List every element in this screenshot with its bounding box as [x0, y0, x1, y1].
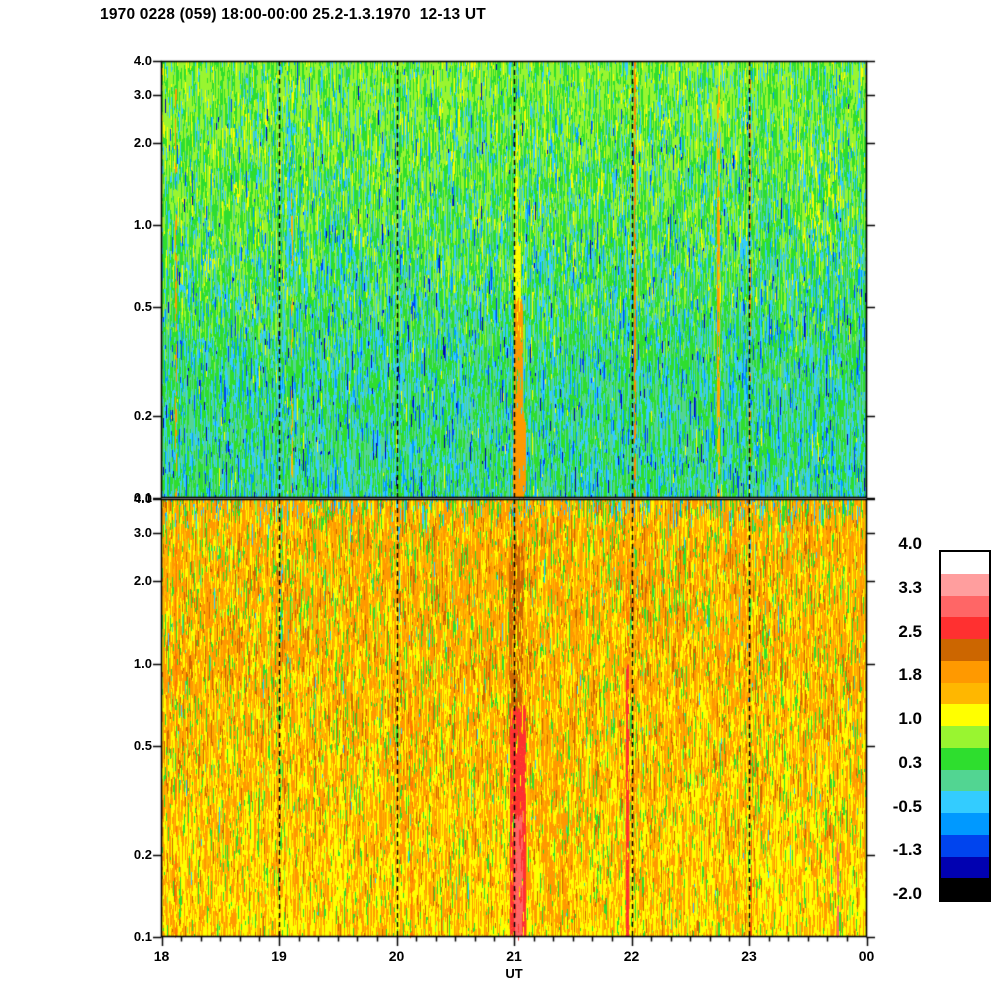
x-tick-label: 20: [388, 948, 405, 964]
y-tick-label-top: 0.1: [133, 490, 152, 505]
colorbar-segment: [941, 726, 989, 748]
colorbar-segment: [941, 791, 989, 813]
y-tick-label-top: 0.5: [133, 299, 152, 315]
colorbar-segment: [941, 552, 989, 574]
colorbar-segment: [941, 834, 989, 857]
colorbar-tick-label: -1.3: [892, 840, 922, 860]
colorbar-tick-label: 2.5: [898, 621, 922, 641]
x-tick-label: 21: [506, 948, 522, 964]
x-tick-label: 23: [741, 948, 757, 964]
y-tick-label-top: 1.0: [133, 217, 152, 233]
colorbar-tick-label: 3.3: [898, 577, 922, 597]
y-tick-label-bottom: 0.1: [133, 929, 152, 944]
colorbar-tick-label: 1.0: [898, 709, 922, 728]
y-tick-label-top: 0.2: [133, 407, 152, 423]
x-tick-label: 00: [858, 948, 875, 964]
colorbar-segment: [941, 813, 989, 835]
colorbar-tick-label: 0.3: [898, 752, 922, 772]
y-tick-label-top: 2.0: [133, 135, 152, 151]
colorbar-tick-label: -0.5: [892, 796, 922, 816]
colorbar-segment: [941, 682, 989, 705]
colorbar-segment: [941, 878, 989, 900]
colorbar-tick-label: -2.0: [892, 884, 922, 903]
y-tick-label-bottom: 1.0: [133, 655, 152, 671]
colorbar-segment: [941, 595, 989, 618]
x-tick-label: 19: [271, 948, 287, 964]
y-tick-label-bottom: 2.0: [133, 573, 152, 589]
y-tick-label-bottom: 0.5: [133, 737, 152, 753]
y-tick-label-top: 3.0: [133, 87, 152, 103]
colorbar-segment: [941, 573, 989, 596]
colorbar-segment: [941, 660, 989, 683]
x-tick-label: 22: [623, 948, 640, 964]
colorbar-segment: [941, 769, 989, 792]
colorbar: [939, 550, 991, 902]
x-tick-label: 18: [153, 948, 170, 964]
y-tick-label-bottom: 4.0: [133, 491, 152, 506]
colorbar-segment: [941, 856, 989, 879]
colorbar-segment: [941, 747, 989, 770]
x-axis-title: UT: [505, 966, 523, 981]
colorbar-segment: [941, 639, 989, 661]
colorbar-tick-label: 4.0: [898, 534, 922, 553]
colorbar-segment: [941, 704, 989, 726]
plot-title: 1970 0228 (059) 18:00-00:00 25.2-1.3.197…: [100, 6, 486, 23]
colorbar-tick-label: 1.8: [898, 665, 922, 685]
y-tick-label-top: 4.0: [133, 53, 152, 68]
colorbar-segment: [941, 617, 989, 639]
y-tick-label-bottom: 0.2: [133, 846, 152, 862]
y-tick-label-bottom: 3.0: [133, 525, 152, 541]
